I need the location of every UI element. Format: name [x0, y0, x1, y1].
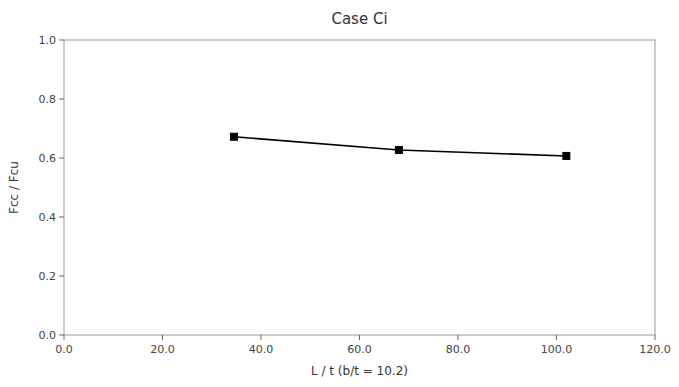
- x-tick-label: 20.0: [150, 343, 175, 356]
- y-tick-label: 0.4: [39, 211, 57, 224]
- x-tick-label: 40.0: [249, 343, 274, 356]
- y-tick-label: 1.0: [39, 34, 57, 47]
- y-tick: [59, 276, 64, 277]
- x-axis-label: L / t (b/t = 10.2): [311, 364, 408, 378]
- plot-frame: [64, 40, 655, 335]
- y-tick-label: 0.8: [39, 93, 57, 106]
- y-tick: [59, 99, 64, 100]
- y-tick-label: 0.2: [39, 270, 57, 283]
- point: [395, 147, 402, 154]
- x-tick-label: 60.0: [347, 343, 372, 356]
- x-tick: [64, 335, 65, 340]
- point: [563, 152, 570, 159]
- x-tick-label: 0.0: [55, 343, 73, 356]
- x-tick: [655, 335, 656, 340]
- x-tick-label: 120.0: [639, 343, 671, 356]
- y-axis-label: Fcc / Fcu: [7, 161, 21, 214]
- plot-area: [230, 133, 569, 159]
- y-tick: [59, 217, 64, 218]
- x-tick: [556, 335, 557, 340]
- x-tick: [261, 335, 262, 340]
- y-tick-label: 0.6: [39, 152, 57, 165]
- y-tick: [59, 158, 64, 159]
- y-tick: [59, 40, 64, 41]
- y-tick: [59, 335, 64, 336]
- x-tick: [359, 335, 360, 340]
- x-tick-label: 80.0: [446, 343, 471, 356]
- x-tick-label: 100.0: [541, 343, 573, 356]
- line: [234, 137, 566, 156]
- title: Case Ci: [331, 10, 387, 28]
- y-tick-label: 0.0: [39, 329, 57, 342]
- x-tick: [162, 335, 163, 340]
- x-tick: [458, 335, 459, 340]
- chart: 0.0 20.0 40.0 60.0 80.0 100.0 120.0 0.0 0.2 0.4 0.…: [0, 0, 679, 387]
- point: [230, 133, 237, 140]
